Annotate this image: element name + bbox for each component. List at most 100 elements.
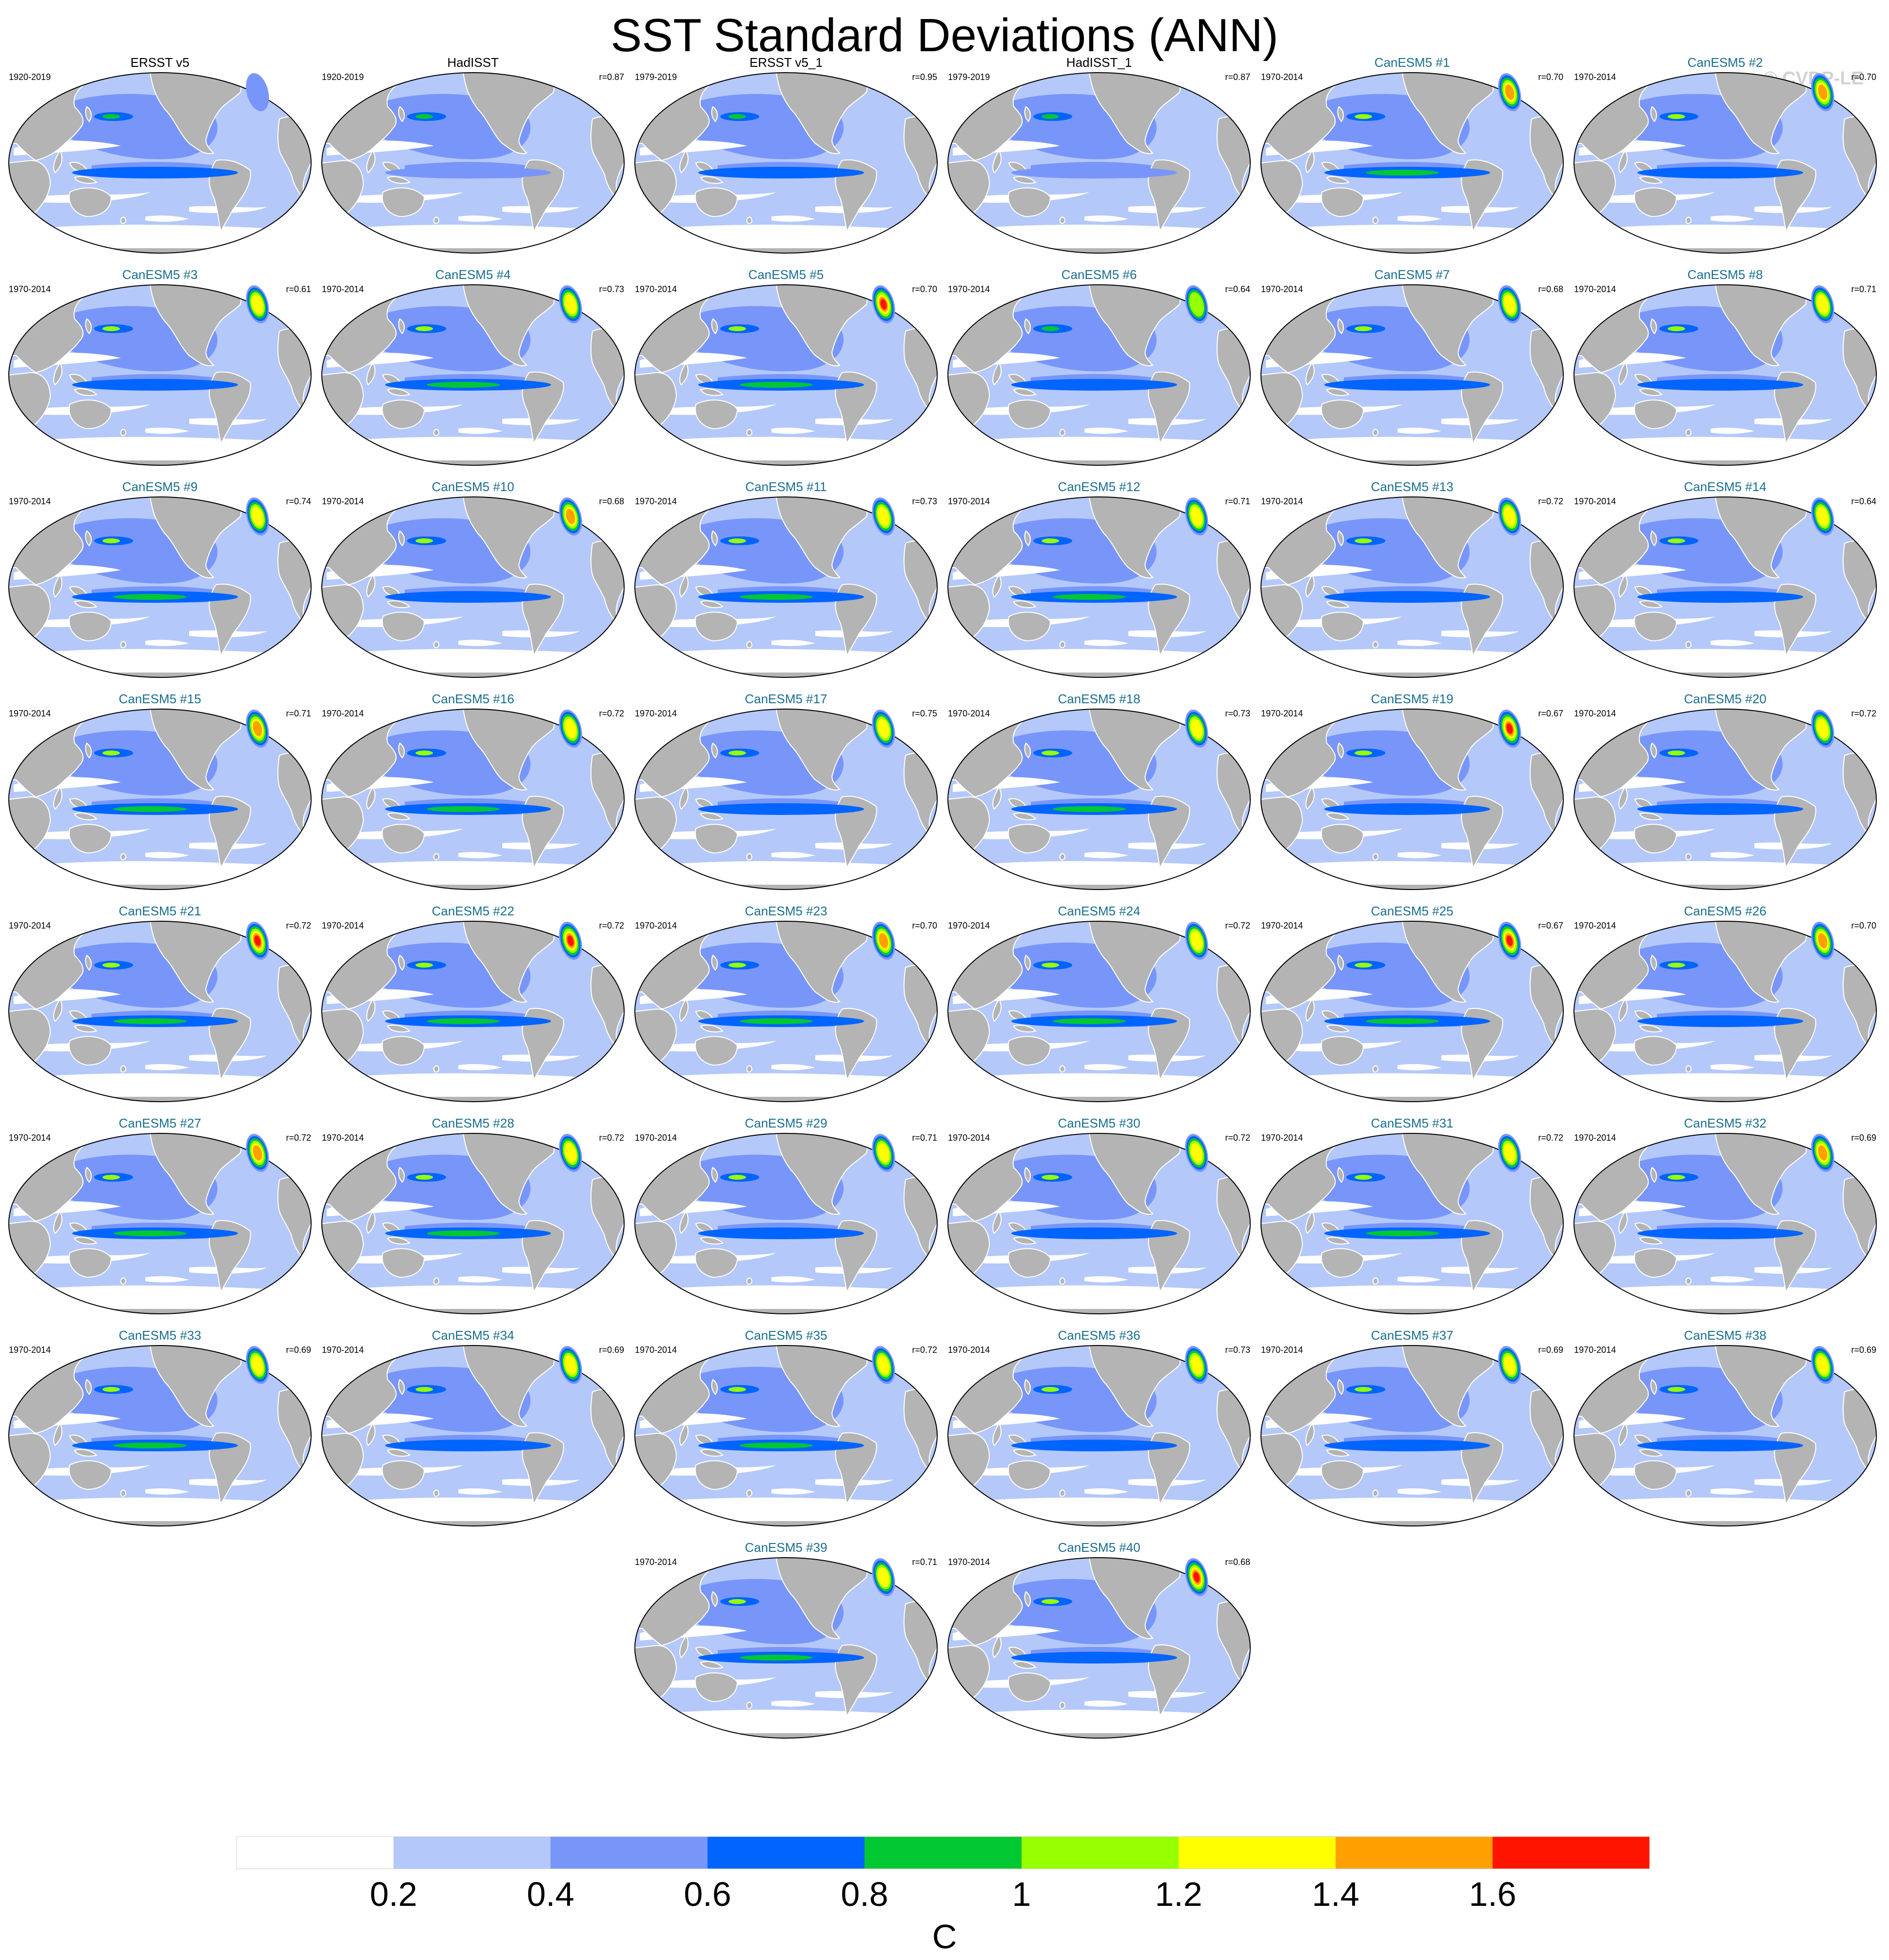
north-atlantic-hotspot xyxy=(1811,1133,1834,1172)
enso-core xyxy=(740,382,813,388)
panel-period: 1970-2014 xyxy=(635,1345,677,1355)
panel-title: CanESM5 #5 xyxy=(748,267,824,282)
panel-title: CanESM5 #9 xyxy=(122,479,198,494)
kuroshio-hotspot xyxy=(1659,1385,1698,1394)
map-panel: CanESM5 #16 1970-2014 r=0.72 xyxy=(322,692,624,892)
panel-correlation: r=0.72 xyxy=(912,1345,937,1355)
map-panel: CanESM5 #8 1970-2014 r=0.71 xyxy=(1574,267,1876,468)
north-atlantic-hotspot xyxy=(1498,921,1521,960)
panel-correlation: r=0.72 xyxy=(286,921,311,931)
kuroshio-hotspot xyxy=(720,324,759,333)
kuroshio-hotspot xyxy=(1033,1597,1072,1606)
panel-period: 1970-2014 xyxy=(1261,921,1303,931)
kuroshio-hotspot xyxy=(407,961,446,970)
map-panel: CanESM5 #4 1970-2014 r=0.73 xyxy=(322,267,624,468)
panel-title: CanESM5 #21 xyxy=(118,904,201,918)
enso-core xyxy=(740,594,813,600)
kuroshio-hotspot xyxy=(1033,1385,1072,1394)
panel-period: 1970-2014 xyxy=(948,1557,990,1567)
panel-title: CanESM5 #22 xyxy=(432,904,514,918)
colorbar-tick-label: 1 xyxy=(1012,1875,1031,1913)
enso-band xyxy=(72,167,238,178)
map-panel: ERSST v5_1 1979-2019 r=0.95 xyxy=(635,55,937,256)
kuroshio-hotspot xyxy=(94,1173,133,1182)
kuroshio-hotspot xyxy=(1659,749,1698,757)
kuroshio-hotspot xyxy=(720,112,759,121)
map-panel: CanESM5 #37 1970-2014 r=0.69 xyxy=(1261,1328,1563,1528)
kuroshio-hotspot xyxy=(1659,112,1698,121)
panel-title: ERSST v5 xyxy=(131,55,190,70)
panel-title: CanESM5 #13 xyxy=(1371,479,1453,494)
panel-correlation: r=0.72 xyxy=(599,921,624,931)
north-atlantic-hotspot xyxy=(1498,73,1521,112)
panel-title: CanESM5 #36 xyxy=(1058,1328,1140,1343)
panel-title: ERSST v5_1 xyxy=(749,55,823,70)
panel-title: CanESM5 #20 xyxy=(1684,692,1766,706)
kuroshio-hotspot xyxy=(1346,536,1385,545)
enso-core xyxy=(114,806,187,812)
map-panel: CanESM5 #26 1970-2014 r=0.70 xyxy=(1574,904,1876,1104)
enso-band xyxy=(385,591,551,603)
panel-title: CanESM5 #8 xyxy=(1688,267,1763,282)
enso-band xyxy=(1637,803,1803,815)
panel-title: CanESM5 #14 xyxy=(1684,479,1766,494)
north-atlantic-hotspot xyxy=(1498,285,1521,324)
panel-correlation: r=0.69 xyxy=(1538,1345,1563,1355)
panel-period: 1970-2014 xyxy=(1261,284,1303,294)
kuroshio-hotspot xyxy=(720,536,759,545)
panel-period: 1970-2014 xyxy=(948,1133,990,1143)
north-atlantic-hotspot xyxy=(1498,1346,1521,1385)
north-atlantic-hotspot xyxy=(559,1346,582,1385)
map-panel: CanESM5 #9 1970-2014 r=0.74 xyxy=(9,479,311,680)
panel-title: CanESM5 #4 xyxy=(435,267,511,282)
panel-title: CanESM5 #23 xyxy=(745,904,827,918)
panel-title: CanESM5 #2 xyxy=(1688,55,1763,70)
enso-band xyxy=(1011,379,1177,391)
enso-band xyxy=(1324,379,1490,391)
kuroshio-hotspot xyxy=(720,1385,759,1394)
map-panel: CanESM5 #13 1970-2014 r=0.72 xyxy=(1261,479,1563,680)
kuroshio-hotspot xyxy=(1659,1173,1698,1182)
panel-correlation: r=0.72 xyxy=(1538,496,1563,506)
panel-period: 1970-2014 xyxy=(1574,496,1616,506)
panel-title: CanESM5 #40 xyxy=(1058,1540,1140,1555)
enso-band xyxy=(1011,167,1177,178)
panel-title: CanESM5 #19 xyxy=(1371,692,1453,706)
map-panel: HadISST 1920-2019 r=0.87 xyxy=(322,55,624,256)
panel-period: 1970-2014 xyxy=(1574,709,1616,718)
kuroshio-hotspot xyxy=(94,536,133,545)
enso-core xyxy=(1053,806,1126,812)
kuroshio-hotspot xyxy=(94,1385,133,1394)
figure-title: SST Standard Deviations (ANN) xyxy=(610,9,1279,61)
north-atlantic-hotspot xyxy=(559,709,582,748)
kuroshio-hotspot xyxy=(1346,112,1385,121)
colorbar-swatch xyxy=(1022,1837,1179,1869)
north-atlantic-hotspot xyxy=(1185,1558,1208,1597)
enso-core xyxy=(427,382,500,388)
enso-band xyxy=(385,1440,551,1451)
map-panel: CanESM5 #40 1970-2014 r=0.68 xyxy=(948,1540,1250,1741)
map-panel: CanESM5 #34 1970-2014 r=0.69 xyxy=(322,1328,624,1528)
panel-correlation: r=0.64 xyxy=(1851,496,1876,506)
north-atlantic-hotspot xyxy=(872,497,895,536)
colorbar-tick-label: 1.4 xyxy=(1312,1875,1359,1913)
panel-period: 1970-2014 xyxy=(322,1133,364,1143)
enso-core xyxy=(1053,1018,1126,1024)
colorbar-swatch xyxy=(236,1837,394,1869)
north-atlantic-hotspot xyxy=(246,497,269,536)
enso-band xyxy=(1637,379,1803,391)
panel-title: CanESM5 #37 xyxy=(1371,1328,1453,1343)
panel-title: CanESM5 #12 xyxy=(1058,479,1140,494)
enso-band xyxy=(698,1227,864,1239)
north-atlantic-hotspot xyxy=(1185,709,1208,748)
panel-correlation: r=0.69 xyxy=(286,1345,311,1355)
panel-period: 1970-2014 xyxy=(635,284,677,294)
enso-band xyxy=(385,167,551,178)
north-atlantic-hotspot xyxy=(246,73,269,112)
map-panel: CanESM5 #25 1970-2014 r=0.67 xyxy=(1261,904,1563,1104)
enso-band xyxy=(698,167,864,178)
north-atlantic-hotspot xyxy=(872,709,895,748)
map-panel: CanESM5 #12 1970-2014 r=0.71 xyxy=(948,479,1250,680)
north-atlantic-hotspot xyxy=(1811,1346,1834,1385)
enso-band xyxy=(1324,591,1490,603)
